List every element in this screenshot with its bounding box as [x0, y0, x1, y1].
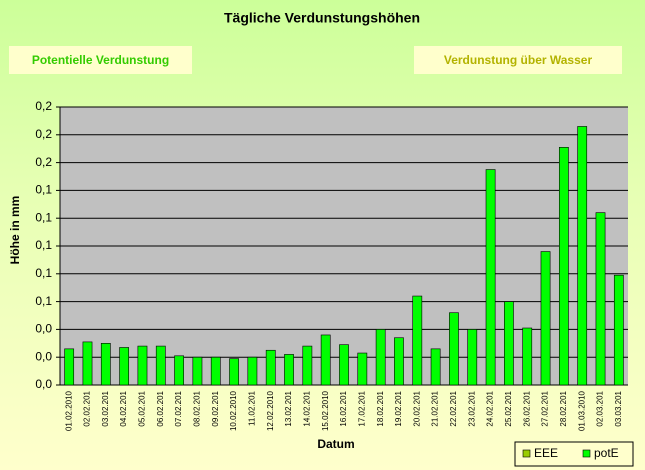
x-tick-label: 15.02.2010	[321, 390, 330, 431]
bar	[119, 347, 130, 386]
bar	[247, 356, 258, 386]
y-tick-label: 0,1	[35, 238, 52, 252]
x-tick-label: 22.02.201	[449, 390, 458, 426]
x-tick-label: 02.02.201	[83, 390, 92, 426]
x-tick-label: 11.02.201	[247, 390, 256, 426]
bar	[174, 355, 184, 386]
y-tick-label: 0,0	[35, 349, 52, 363]
x-tick-label: 01.02.2010	[64, 390, 73, 431]
bar	[320, 334, 331, 386]
x-tick-label: 09.02.201	[211, 390, 220, 426]
bar	[265, 349, 276, 386]
bar	[412, 295, 423, 386]
bar	[540, 251, 551, 386]
y-tick-label: 0,2	[35, 155, 52, 169]
x-tick-label: 16.02.201	[339, 390, 348, 426]
bar	[137, 345, 148, 386]
x-tick-label: 10.02.2010	[229, 390, 238, 431]
x-tick-label: 03.02.201	[101, 390, 110, 426]
bar	[375, 329, 386, 386]
x-tick-label: 27.02.201	[541, 390, 550, 426]
button[interactable]: Verdunstung über Wasser	[414, 46, 622, 74]
x-tick-label: 02.03.201	[596, 390, 605, 426]
bar	[284, 354, 294, 386]
bar	[577, 126, 588, 386]
x-tick-label: 03.03.201	[614, 390, 623, 426]
y-tick-label: 0,1	[35, 294, 52, 308]
y-tick-label: 0,2	[35, 99, 52, 113]
y-axis-label: Höhe in mm	[8, 196, 22, 265]
x-tick-label: 08.02.201	[193, 390, 202, 426]
bar	[155, 345, 166, 386]
bar	[82, 341, 93, 386]
y-tick-label: 0,1	[35, 183, 52, 197]
y-tick-label: 0,0	[35, 322, 52, 336]
bar	[339, 344, 349, 386]
bar	[210, 356, 221, 386]
x-tick-label: 26.02.201	[522, 390, 531, 426]
button[interactable]: Potentielle Verdunstung	[9, 46, 192, 74]
legend-box	[514, 441, 634, 467]
bar	[229, 358, 239, 386]
bar	[522, 327, 533, 386]
x-tick-label: 23.02.201	[467, 390, 476, 426]
x-tick-label: 07.02.201	[174, 390, 183, 426]
bar	[558, 147, 569, 386]
x-tick-label: 06.02.201	[156, 390, 165, 426]
bar	[613, 274, 624, 386]
legend-label: EEE	[534, 446, 558, 460]
bar	[100, 342, 111, 386]
x-tick-label: 18.02.201	[376, 390, 385, 426]
bar	[595, 212, 606, 386]
bar	[192, 356, 203, 386]
x-tick-label: 01.03.2010	[577, 390, 586, 431]
chart-title: Tägliche Verdunstungshöhen	[224, 10, 420, 26]
bar	[394, 337, 404, 386]
x-tick-label: 24.02.201	[486, 390, 495, 426]
y-tick-label: 0,1	[35, 266, 52, 280]
legend-label: potE	[594, 446, 619, 460]
x-tick-label: 12.02.2010	[266, 390, 275, 431]
y-tick-label: 0,2	[35, 127, 52, 141]
y-tick-label: 0,1	[35, 210, 52, 224]
bar	[430, 348, 441, 386]
x-tick-label: 20.02.201	[412, 390, 421, 426]
legend-swatch	[522, 449, 531, 458]
bar	[64, 348, 75, 386]
x-tick-label: 04.02.201	[119, 390, 128, 426]
x-tick-label: 28.02.201	[559, 390, 568, 426]
bar	[504, 301, 514, 386]
bar	[485, 169, 496, 386]
x-tick-label: 17.02.201	[357, 390, 366, 426]
y-tick-label: 0,0	[35, 377, 52, 391]
x-tick-label: 13.02.201	[284, 390, 293, 426]
bar	[357, 352, 368, 386]
bar	[467, 329, 478, 386]
x-tick-label: 14.02.201	[302, 390, 311, 426]
bar	[302, 345, 313, 386]
x-tick-label: 05.02.201	[138, 390, 147, 426]
legend-swatch	[582, 449, 591, 458]
x-axis-label: Datum	[317, 437, 354, 451]
x-tick-label: 21.02.201	[431, 390, 440, 426]
x-tick-label: 19.02.201	[394, 390, 403, 426]
x-tick-label: 25.02.201	[504, 390, 513, 426]
bar	[449, 312, 459, 386]
